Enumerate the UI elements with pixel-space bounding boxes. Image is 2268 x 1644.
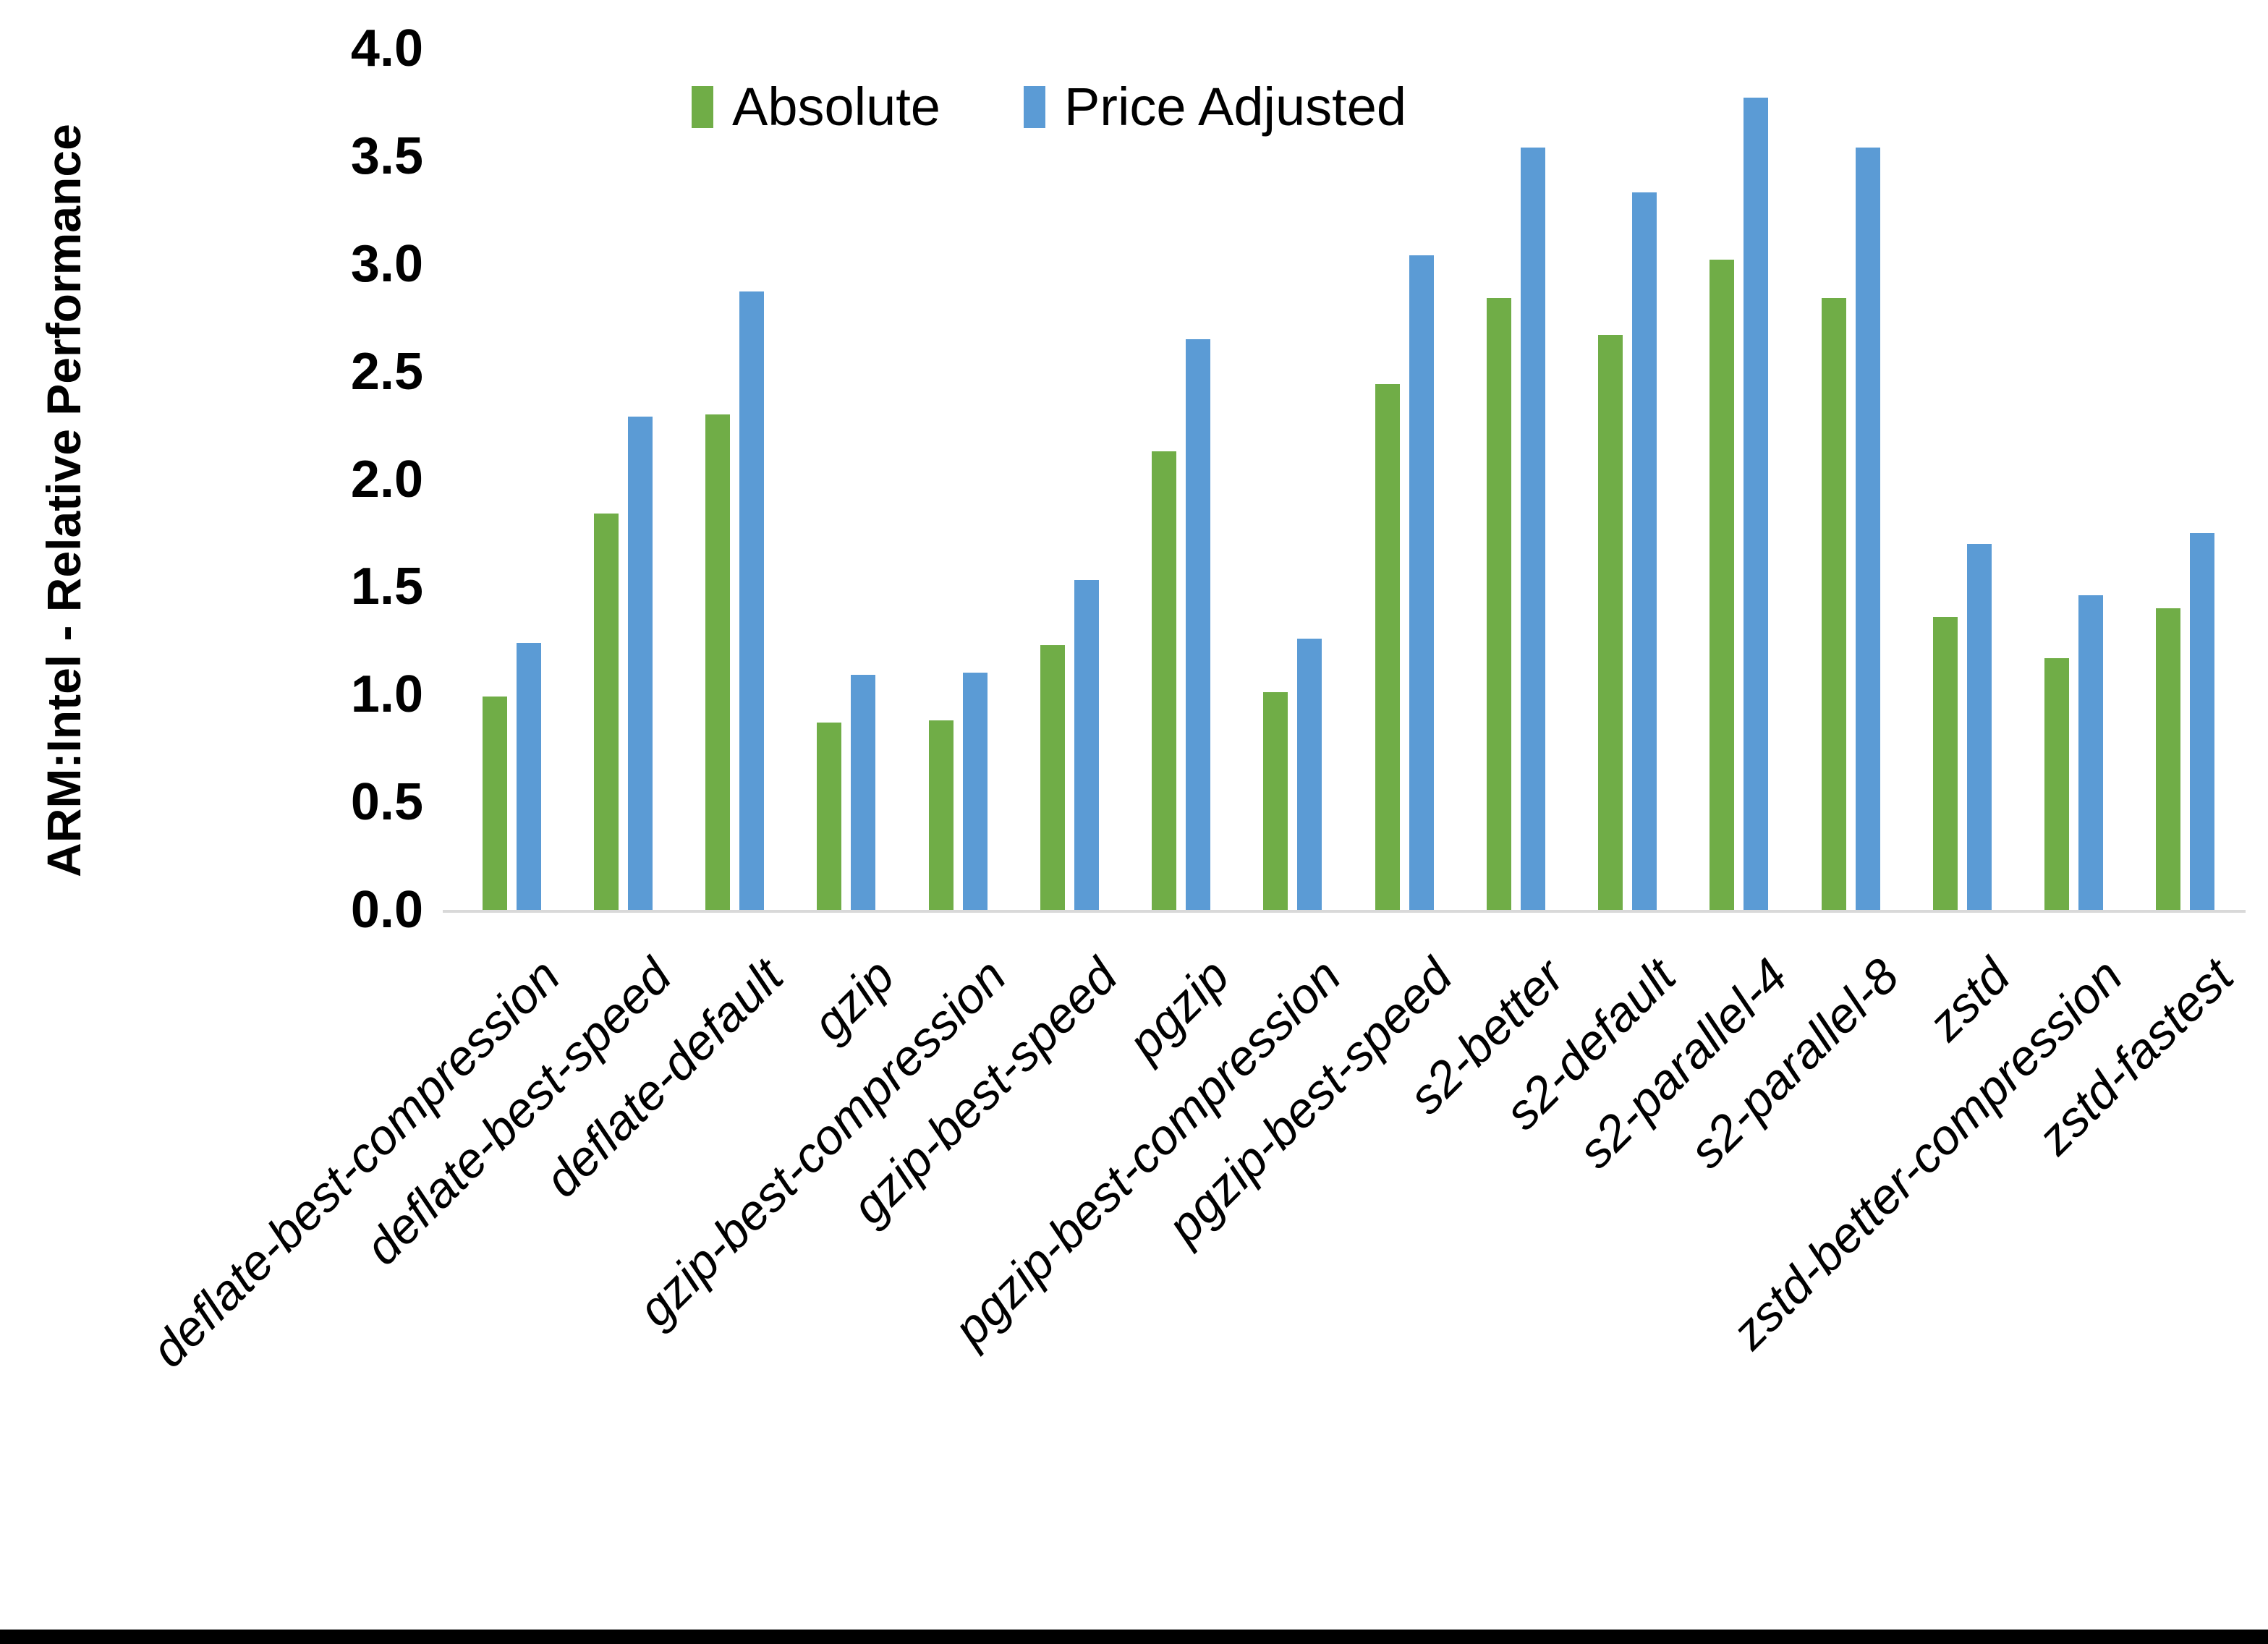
bar-absolute-deflate-best-compression <box>483 697 507 910</box>
bar-price-adjusted-deflate-default <box>739 291 764 910</box>
bar-absolute-deflate-best-speed <box>594 514 619 910</box>
bar-price-adjusted-pgzip <box>1186 339 1210 910</box>
bar-absolute-zstd-fastest <box>2156 608 2180 910</box>
y-tick-label: 3.5 <box>350 127 423 185</box>
y-tick-label: 2.5 <box>350 343 423 401</box>
legend-item-absolute: Absolute <box>691 72 940 141</box>
bar-price-adjusted-s2-parallel-8 <box>1856 148 1880 910</box>
bar-price-adjusted-s2-default <box>1632 192 1657 910</box>
bar-absolute-pgzip-best-compression <box>1263 692 1288 910</box>
y-tick-label: 0.0 <box>350 881 423 939</box>
bar-absolute-deflate-default <box>705 414 730 910</box>
bar-absolute-s2-default <box>1598 335 1623 910</box>
bar-absolute-zstd-better-compression <box>2044 658 2069 910</box>
bar-price-adjusted-zstd-better-compression <box>2078 595 2103 910</box>
bar-price-adjusted-s2-parallel-4 <box>1744 98 1768 910</box>
bar-absolute-zstd <box>1933 617 1958 910</box>
y-tick-label: 4.0 <box>350 20 423 77</box>
bar-price-adjusted-pgzip-best-speed <box>1409 255 1434 910</box>
y-tick-label: 2.0 <box>350 451 423 508</box>
bar-price-adjusted-gzip-best-compression <box>963 673 988 910</box>
bar-price-adjusted-deflate-best-speed <box>628 417 653 910</box>
legend-swatch-price-adjusted <box>1023 85 1045 128</box>
x-axis-line <box>443 910 2246 913</box>
bar-price-adjusted-gzip <box>851 675 875 910</box>
bar-price-adjusted-s2-better <box>1521 148 1545 910</box>
bar-absolute-pgzip <box>1152 451 1176 910</box>
legend-swatch-absolute <box>691 85 713 128</box>
legend-item-price-adjusted: Price Adjusted <box>1023 72 1407 141</box>
bar-absolute-s2-parallel-4 <box>1710 260 1734 910</box>
bar-absolute-gzip-best-speed <box>1040 645 1065 910</box>
bar-absolute-pgzip-best-speed <box>1375 384 1400 910</box>
y-tick-label: 3.0 <box>350 235 423 293</box>
plot-area <box>443 48 2246 913</box>
legend-label-price-adjusted: Price Adjusted <box>1063 77 1407 137</box>
bar-price-adjusted-gzip-best-speed <box>1074 580 1099 910</box>
bar-price-adjusted-pgzip-best-compression <box>1297 639 1322 910</box>
y-tick-label: 0.5 <box>350 773 423 831</box>
bar-absolute-s2-parallel-8 <box>1822 298 1846 910</box>
y-tick-label: 1.0 <box>350 665 423 723</box>
y-tick-label: 1.5 <box>350 558 423 616</box>
bar-absolute-gzip-best-compression <box>929 720 954 910</box>
y-axis-title: ARM:Intel - Relative Performance <box>37 124 90 877</box>
bar-price-adjusted-zstd-fastest <box>2190 533 2214 910</box>
bar-price-adjusted-deflate-best-compression <box>517 643 541 910</box>
bar-price-adjusted-zstd <box>1967 544 1992 910</box>
bar-absolute-gzip <box>817 723 841 910</box>
legend: Absolute Price Adjusted <box>0 72 2098 141</box>
bottom-border <box>0 1630 2268 1644</box>
legend-label-absolute: Absolute <box>731 77 940 137</box>
bar-absolute-s2-better <box>1487 298 1511 910</box>
x-category-label: zstd <box>1918 948 2021 1052</box>
